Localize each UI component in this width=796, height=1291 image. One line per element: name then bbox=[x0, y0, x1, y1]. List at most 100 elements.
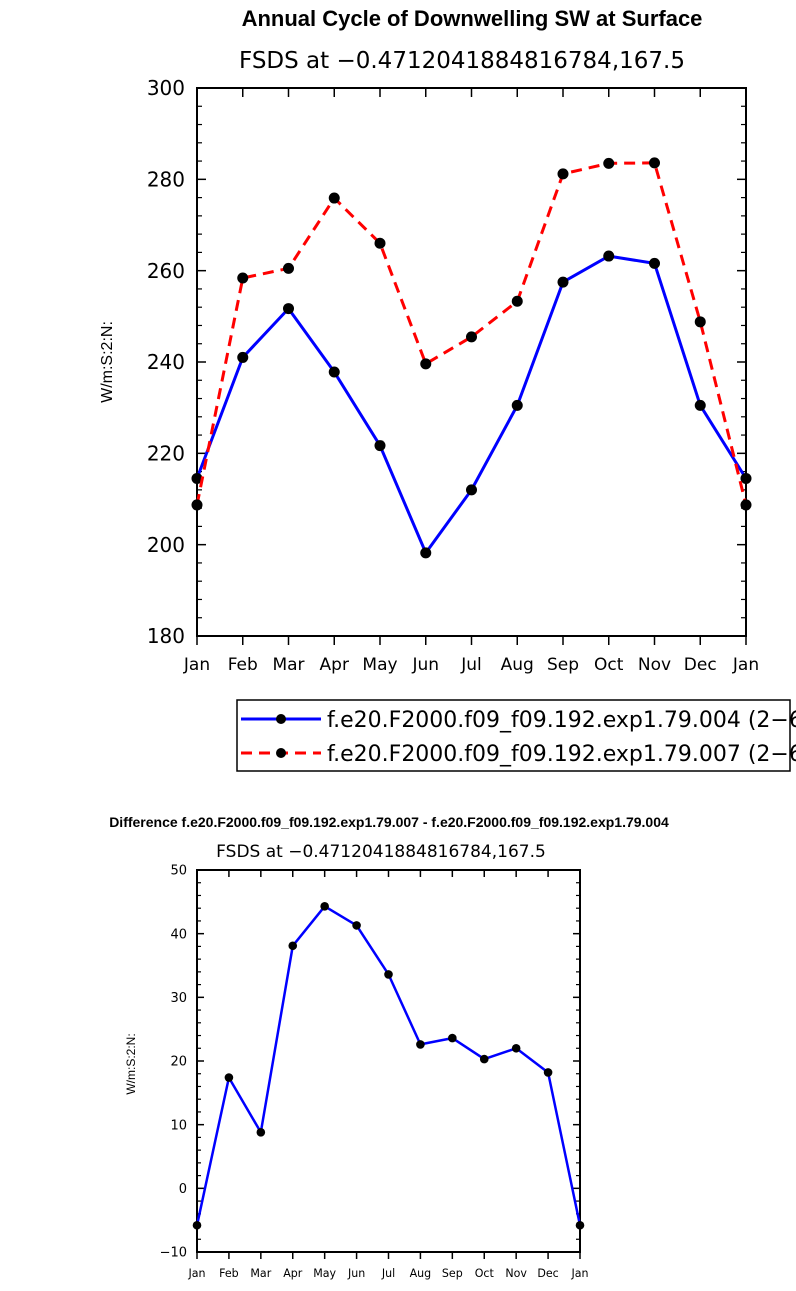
y-tick-label: 40 bbox=[170, 927, 187, 942]
data-point bbox=[603, 250, 615, 262]
y-axis-label: W/m:S:2:N: bbox=[124, 1033, 138, 1094]
data-point bbox=[328, 366, 340, 378]
difference-chart: Difference f.e20.F2000.f09_f09.192.exp1.… bbox=[109, 814, 669, 1280]
data-point bbox=[694, 316, 706, 328]
y-tick-label: 260 bbox=[147, 259, 185, 283]
chart-subtitle: FSDS at −0.4712041884816784,167.5 bbox=[216, 842, 546, 862]
data-point bbox=[466, 484, 477, 496]
x-tick-label: Jan bbox=[183, 655, 210, 675]
legend-marker-series-2 bbox=[276, 748, 286, 758]
y-axis: 180 200 220 240 260 280 300 bbox=[147, 76, 746, 648]
data-point bbox=[575, 1220, 585, 1230]
data-point bbox=[192, 1220, 202, 1230]
x-tick-label: Sep bbox=[547, 655, 579, 675]
x-tick-label: Mar bbox=[272, 655, 304, 675]
data-point bbox=[374, 237, 386, 249]
data-point bbox=[384, 970, 393, 979]
x-tick-label: Jul bbox=[460, 655, 482, 675]
x-tick-label: Oct bbox=[475, 1267, 495, 1280]
series-group bbox=[192, 901, 585, 1230]
x-tick-label: Jan bbox=[187, 1267, 205, 1280]
data-point bbox=[694, 399, 706, 411]
data-point bbox=[283, 303, 294, 315]
data-point bbox=[511, 295, 523, 307]
data-point bbox=[191, 499, 203, 511]
x-tick-label: Mar bbox=[250, 1267, 271, 1280]
data-point bbox=[448, 1033, 457, 1043]
y-tick-label: 300 bbox=[147, 76, 185, 100]
data-point bbox=[420, 358, 432, 370]
data-point bbox=[283, 262, 294, 274]
legend-label-series-2: f.e20.F2000.f09_f09.192.exp1.79.007 (2−6… bbox=[327, 742, 796, 767]
legend: f.e20.F2000.f09_f09.192.exp1.79.004 (2−6… bbox=[236, 699, 796, 772]
x-tick-label: Apr bbox=[320, 655, 349, 675]
x-tick-label: Jan bbox=[732, 655, 759, 675]
y-tick-label: 280 bbox=[147, 168, 185, 192]
data-point bbox=[237, 272, 249, 284]
annual-cycle-chart: Annual Cycle of Downwelling SW at Surfac… bbox=[99, 6, 759, 675]
data-point bbox=[511, 1043, 521, 1053]
data-point bbox=[511, 399, 523, 411]
data-point bbox=[543, 1068, 553, 1077]
y-tick-label: 10 bbox=[170, 1118, 187, 1133]
chart-title: Annual Cycle of Downwelling SW at Surfac… bbox=[242, 6, 703, 31]
data-point bbox=[374, 440, 386, 452]
series-group bbox=[191, 157, 752, 559]
x-tick-label: Jun bbox=[411, 655, 439, 675]
data-point bbox=[237, 351, 249, 363]
x-tick-label: Feb bbox=[228, 655, 258, 675]
data-point bbox=[557, 276, 569, 288]
y-tick-label: −10 bbox=[160, 1246, 187, 1261]
plot-frame bbox=[196, 87, 747, 637]
data-point bbox=[288, 941, 298, 951]
x-tick-label: May bbox=[362, 655, 397, 675]
x-tick-label: Sep bbox=[442, 1267, 463, 1280]
y-tick-label: 220 bbox=[147, 442, 185, 466]
y-axis-label: W/m:S:2:N: bbox=[99, 321, 116, 403]
data-point bbox=[256, 1128, 266, 1137]
legend-label-series-1: f.e20.F2000.f09_f09.192.exp1.79.004 (2−6… bbox=[327, 708, 796, 733]
data-point bbox=[466, 331, 477, 343]
data-point bbox=[740, 499, 752, 511]
y-tick-label: 30 bbox=[170, 991, 187, 1006]
x-axis: Jan Feb Mar Apr May Jun Jul Aug Sep Oct Nov Dec Jan bbox=[187, 870, 589, 1280]
x-tick-label: Dec bbox=[684, 655, 717, 675]
data-point bbox=[603, 157, 615, 169]
data-point bbox=[320, 901, 329, 911]
x-axis: Jan Feb Mar Apr May Jun Jul Aug Sep Oct Nov Dec Jan bbox=[183, 88, 759, 675]
y-tick-label: 0 bbox=[179, 1182, 187, 1197]
x-tick-label: Feb bbox=[219, 1267, 239, 1280]
x-tick-label: Aug bbox=[501, 655, 534, 675]
data-point bbox=[740, 472, 752, 484]
data-point bbox=[328, 192, 340, 204]
data-point bbox=[352, 921, 361, 930]
y-tick-label: 180 bbox=[147, 624, 185, 648]
x-tick-label: May bbox=[313, 1267, 336, 1280]
x-tick-label: Jul bbox=[381, 1267, 395, 1280]
data-point bbox=[416, 1040, 425, 1049]
x-tick-label: Nov bbox=[638, 655, 671, 675]
legend-box bbox=[236, 699, 791, 772]
data-point bbox=[479, 1054, 489, 1064]
series-line-1 bbox=[195, 905, 582, 1226]
y-tick-label: 50 bbox=[170, 864, 187, 879]
series-line-1 bbox=[195, 254, 748, 555]
y-tick-label: 240 bbox=[147, 350, 185, 374]
legend-marker-series-1 bbox=[276, 714, 286, 724]
x-tick-label: Aug bbox=[410, 1267, 432, 1280]
x-tick-label: Oct bbox=[594, 655, 624, 675]
plot-frame bbox=[196, 869, 581, 1253]
y-tick-label: 200 bbox=[147, 533, 185, 557]
y-tick-label: 20 bbox=[170, 1055, 187, 1070]
x-tick-label: Jun bbox=[347, 1267, 365, 1280]
data-point bbox=[649, 257, 660, 269]
x-tick-label: Nov bbox=[505, 1267, 527, 1280]
data-point bbox=[557, 168, 569, 180]
x-tick-label: Apr bbox=[283, 1267, 303, 1280]
data-point bbox=[420, 547, 432, 559]
data-point bbox=[224, 1073, 234, 1082]
chart-title: Difference f.e20.F2000.f09_f09.192.exp1.… bbox=[109, 814, 669, 830]
chart-subtitle: FSDS at −0.4712041884816784,167.5 bbox=[239, 48, 685, 74]
x-tick-label: Dec bbox=[537, 1267, 558, 1280]
